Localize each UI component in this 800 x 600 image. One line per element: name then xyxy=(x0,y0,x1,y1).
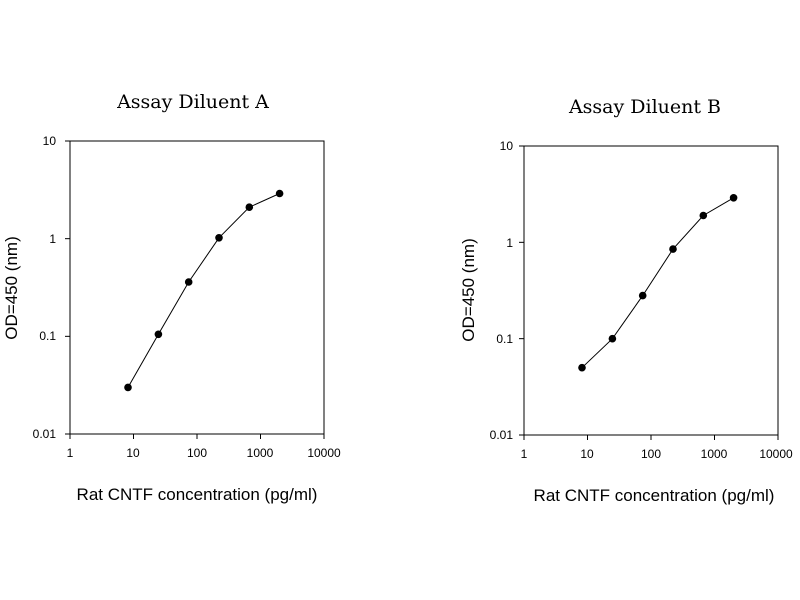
x-tick-label: 1 xyxy=(521,447,528,461)
chart-title: Assay Diluent B xyxy=(568,96,721,118)
x-tick-label: 10 xyxy=(580,447,594,461)
data-point xyxy=(184,278,193,286)
y-tick-label: 0.1 xyxy=(39,329,56,343)
y-tick-label: 1 xyxy=(49,232,56,246)
y-tick-labels: 10 1 0.1 0.01 xyxy=(33,134,57,441)
data-point xyxy=(245,203,254,211)
y-tick-label: 10 xyxy=(43,134,57,148)
axis-ticks xyxy=(65,140,325,439)
chart-assay-diluent-a: Assay Diluent A 10 1 0.1 0.01 1 10 100 1… xyxy=(2,91,341,504)
x-axis-label: Rat CNTF concentration (pg/ml) xyxy=(534,486,775,505)
x-tick-label: 1000 xyxy=(247,446,274,460)
data-point xyxy=(578,363,586,372)
x-tick-label: 10000 xyxy=(759,447,793,461)
x-tick-label: 100 xyxy=(187,446,207,460)
data-point xyxy=(608,334,617,343)
chart-assay-diluent-b: Assay Diluent B 10 1 0.1 0.01 1 10 100 1… xyxy=(459,96,793,505)
series-line xyxy=(581,197,734,369)
data-point xyxy=(124,383,132,392)
chart-title: Assay Diluent A xyxy=(116,91,269,113)
x-tick-label: 10000 xyxy=(307,446,341,460)
x-tick-label: 1000 xyxy=(701,447,728,461)
data-point xyxy=(275,189,284,198)
y-axis-label: OD=450 (nm) xyxy=(459,238,478,341)
plot-frame xyxy=(523,145,779,436)
data-point xyxy=(215,234,223,242)
series xyxy=(578,194,738,372)
y-tick-label: 0.1 xyxy=(496,332,513,346)
series-line xyxy=(127,193,280,388)
y-tick-label: 0.01 xyxy=(490,428,514,442)
series xyxy=(124,189,284,392)
y-tick-label: 0.01 xyxy=(33,427,57,441)
data-point xyxy=(669,245,677,253)
data-point xyxy=(699,211,708,220)
x-tick-label: 1 xyxy=(67,446,74,460)
data-point xyxy=(154,330,163,339)
y-tick-label: 1 xyxy=(506,236,513,250)
x-tick-labels: 1 10 100 1000 10000 xyxy=(67,446,341,460)
y-tick-labels: 10 1 0.1 0.01 xyxy=(490,139,514,442)
plot-frame xyxy=(69,140,325,435)
x-tick-label: 100 xyxy=(641,447,661,461)
axis-ticks xyxy=(519,145,779,440)
y-tick-label: 10 xyxy=(500,139,514,153)
x-tick-label: 10 xyxy=(126,446,140,460)
data-point xyxy=(638,291,647,300)
data-point xyxy=(729,194,738,202)
x-tick-labels: 1 10 100 1000 10000 xyxy=(521,447,793,461)
y-axis-label: OD=450 (nm) xyxy=(2,236,21,339)
x-axis-label: Rat CNTF concentration (pg/ml) xyxy=(77,485,318,504)
